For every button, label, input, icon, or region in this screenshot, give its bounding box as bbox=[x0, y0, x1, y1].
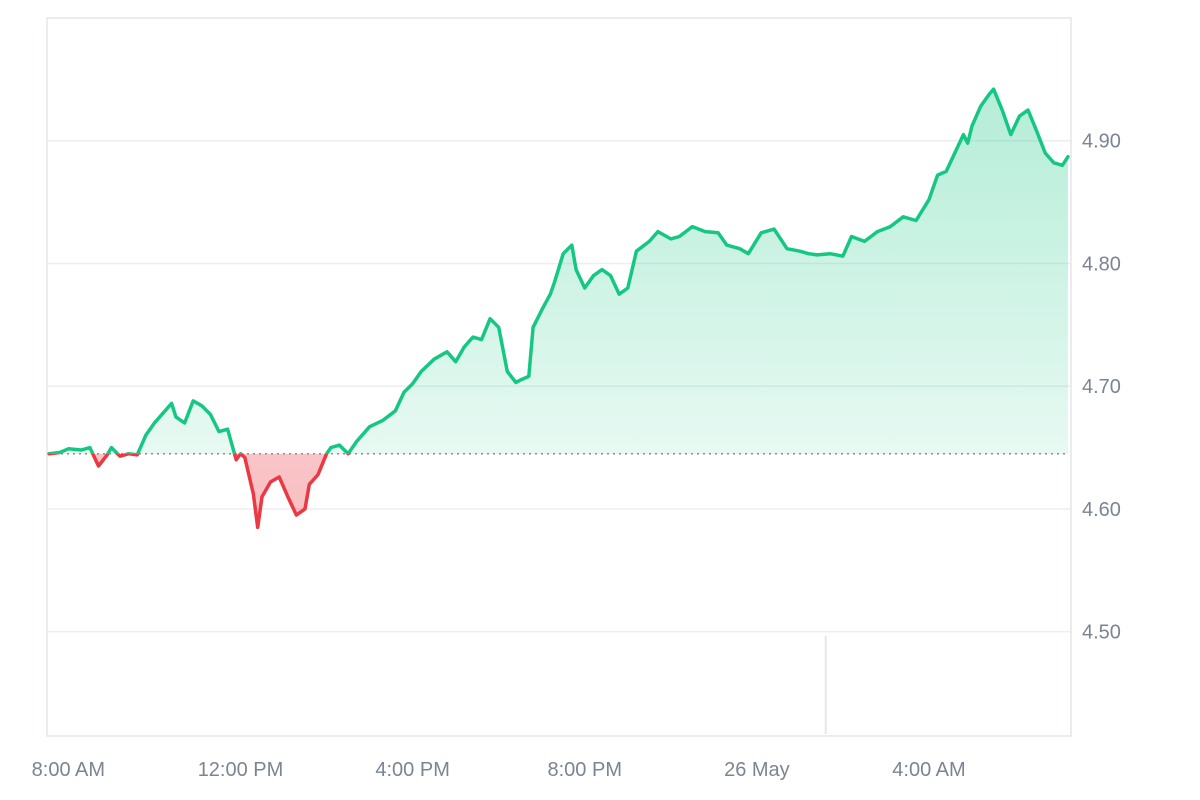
x-tick-label: 4:00 PM bbox=[375, 759, 449, 781]
y-tick-label: 4.70 bbox=[1082, 376, 1121, 398]
x-tick-label: 8:00 PM bbox=[548, 759, 622, 781]
price-line-up bbox=[47, 87, 1070, 454]
y-tick-label: 4.60 bbox=[1082, 499, 1121, 521]
plot-frame bbox=[46, 17, 1072, 737]
y-tick-label: 4.50 bbox=[1082, 622, 1121, 644]
area-below-baseline bbox=[92, 453, 327, 528]
x-axis: 8:00 AM 12:00 PM 4:00 PM 8:00 PM 26 May 4:00 … bbox=[32, 759, 966, 781]
y-tick-label: 4.90 bbox=[1082, 131, 1121, 153]
x-tick-label: 12:00 PM bbox=[198, 759, 284, 781]
x-tick-label: 8:00 AM bbox=[32, 759, 105, 781]
x-tick-label: 4:00 AM bbox=[892, 759, 965, 781]
y-tick-label: 4.80 bbox=[1082, 253, 1121, 275]
area-layer bbox=[49, 89, 1068, 528]
line-layer bbox=[47, 87, 1070, 530]
area-above-baseline bbox=[49, 89, 1068, 454]
x-tick-label: 26 May bbox=[724, 759, 790, 781]
y-axis: 4.90 4.80 4.70 4.60 4.50 bbox=[1082, 131, 1121, 644]
